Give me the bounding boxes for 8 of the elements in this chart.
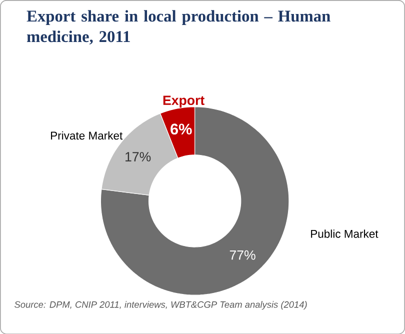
chart-title: Export share in local production – Human medicine, 2011: [26, 10, 330, 44]
slice-label: Export: [163, 96, 204, 108]
slice-label: Private Market: [51, 131, 123, 140]
slice-label: Public Market: [311, 229, 378, 238]
source-note: Source: DPM, CNIP 2011, interviews, WBT&CGP Team analysis (2014): [14, 300, 307, 310]
data-label: 17%: [126, 152, 151, 162]
data-label: 77%: [230, 250, 256, 260]
data-label: 6%: [170, 123, 192, 134]
